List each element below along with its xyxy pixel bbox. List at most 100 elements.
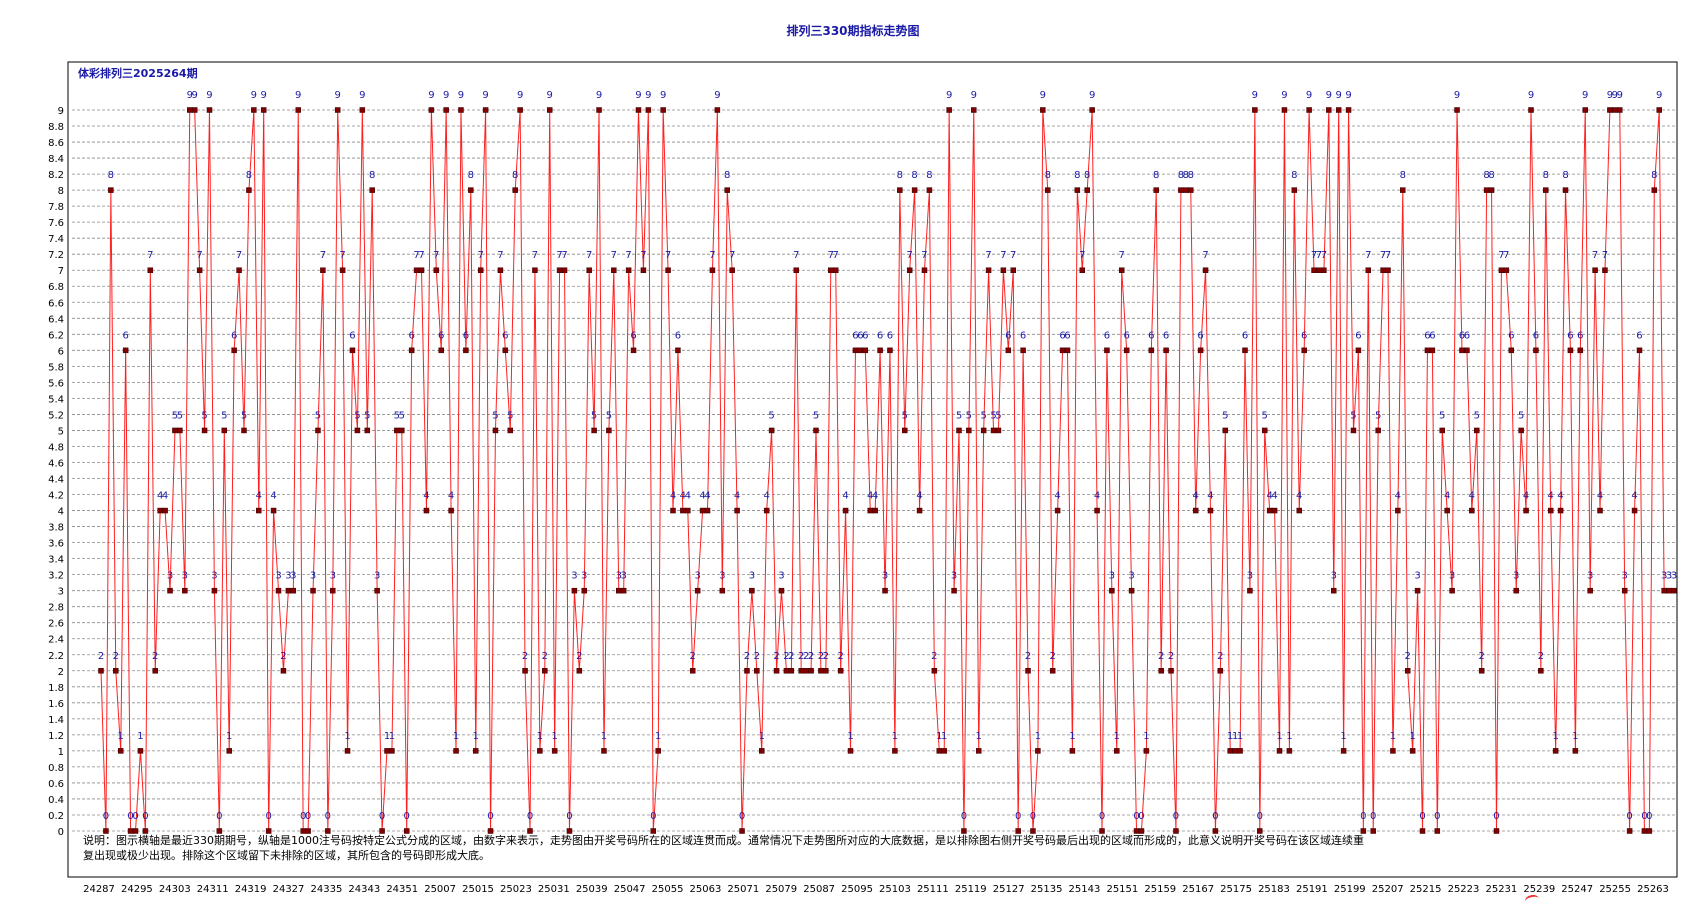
data-label: 9 <box>1326 90 1332 101</box>
data-point <box>813 427 819 434</box>
data-point <box>1513 587 1519 594</box>
series-line <box>100 109 1674 832</box>
y-tick-label: 2.6 <box>48 619 64 630</box>
x-tick-label: 25191 <box>1296 884 1328 895</box>
data-label: 8 <box>724 170 730 181</box>
data-label: 3 <box>211 571 217 582</box>
data-point <box>325 828 331 834</box>
data-label: 3 <box>330 571 336 582</box>
data-label: 4 <box>1266 491 1272 502</box>
y-tick-label: 5.4 <box>48 394 64 405</box>
data-label: 2 <box>823 651 829 662</box>
data-point <box>1183 187 1189 193</box>
data-label: 0 <box>1434 811 1440 822</box>
data-label: 5 <box>1262 410 1268 421</box>
data-label: 9 <box>1089 90 1095 101</box>
data-point <box>783 668 790 674</box>
data-point <box>1602 267 1608 273</box>
data-point <box>532 267 538 273</box>
data-label: 2 <box>1479 651 1485 662</box>
data-label: 7 <box>1498 250 1504 261</box>
data-point <box>374 587 380 594</box>
data-label: 9 <box>1040 90 1046 101</box>
data-label: 4 <box>842 491 848 502</box>
data-point <box>443 107 449 113</box>
y-tick-label: 6.2 <box>48 330 64 341</box>
data-label: 3 <box>1109 571 1115 582</box>
data-point <box>650 828 657 834</box>
data-point <box>596 107 602 113</box>
data-point <box>172 427 178 434</box>
data-point <box>1059 347 1066 354</box>
data-label: 8 <box>1291 170 1297 181</box>
data-label: 6 <box>1005 330 1011 341</box>
data-label: 5 <box>768 410 774 421</box>
data-point <box>546 107 553 113</box>
data-point <box>1612 107 1618 113</box>
data-label: 6 <box>1059 330 1065 341</box>
data-point <box>463 347 469 354</box>
data-point <box>187 107 193 113</box>
data-label: 2 <box>1538 651 1544 662</box>
data-point <box>734 507 740 514</box>
data-point <box>1454 107 1460 113</box>
data-point <box>1276 748 1283 754</box>
data-point <box>537 748 543 754</box>
data-label: 7 <box>1000 250 1006 261</box>
description-text: 说明：图示横轴是最近330期期号，纵轴是1000注号码按特定公式分成的区域，由数… <box>83 833 1653 863</box>
data-label: 5 <box>507 410 513 421</box>
data-point <box>1138 828 1145 834</box>
data-label: 9 <box>359 90 365 101</box>
data-label: 6 <box>1020 330 1026 341</box>
data-point <box>1311 267 1317 273</box>
y-tick-label: 2 <box>58 667 64 678</box>
data-label: 2 <box>542 651 548 662</box>
data-label: 0 <box>1133 811 1139 822</box>
data-label: 3 <box>1587 571 1593 582</box>
data-point <box>310 587 316 594</box>
data-label: 3 <box>882 571 888 582</box>
data-point <box>182 587 188 594</box>
data-point <box>1163 347 1169 354</box>
data-point <box>709 267 716 273</box>
data-point <box>270 507 277 514</box>
data-point <box>778 587 785 594</box>
data-label: 2 <box>98 651 104 662</box>
data-point <box>1099 828 1105 834</box>
data-point <box>142 828 149 834</box>
data-label: 7 <box>413 250 419 261</box>
data-point <box>620 587 627 594</box>
data-label: 1 <box>1237 731 1243 742</box>
data-point <box>162 507 168 514</box>
data-point <box>201 427 208 434</box>
y-tick-label: 8.4 <box>48 154 64 165</box>
data-label: 2 <box>1025 651 1031 662</box>
data-point <box>1089 107 1095 113</box>
data-label: 8 <box>468 170 474 181</box>
x-tick-label: 25167 <box>1182 884 1214 895</box>
data-label: 4 <box>1054 491 1060 502</box>
data-point <box>1306 107 1312 113</box>
data-point <box>670 507 676 514</box>
data-point <box>295 107 301 113</box>
data-label: 0 <box>1030 811 1036 822</box>
data-point <box>768 427 775 434</box>
data-label: 1 <box>936 731 942 742</box>
data-point <box>103 828 109 834</box>
data-label: 4 <box>764 491 770 502</box>
data-label: 0 <box>1419 811 1425 822</box>
data-point <box>98 668 104 674</box>
data-point <box>1385 267 1391 273</box>
data-point <box>1197 347 1204 354</box>
data-point <box>1104 347 1110 354</box>
data-point <box>177 427 183 434</box>
data-label: 6 <box>1459 330 1465 341</box>
x-tick-label: 25215 <box>1410 884 1442 895</box>
data-label: 7 <box>1592 250 1598 261</box>
x-tick-label: 25055 <box>652 884 684 895</box>
data-label: 5 <box>394 410 400 421</box>
data-label: 7 <box>196 250 202 261</box>
data-point <box>566 828 573 834</box>
data-point <box>832 267 839 273</box>
data-label: 6 <box>1508 330 1514 341</box>
